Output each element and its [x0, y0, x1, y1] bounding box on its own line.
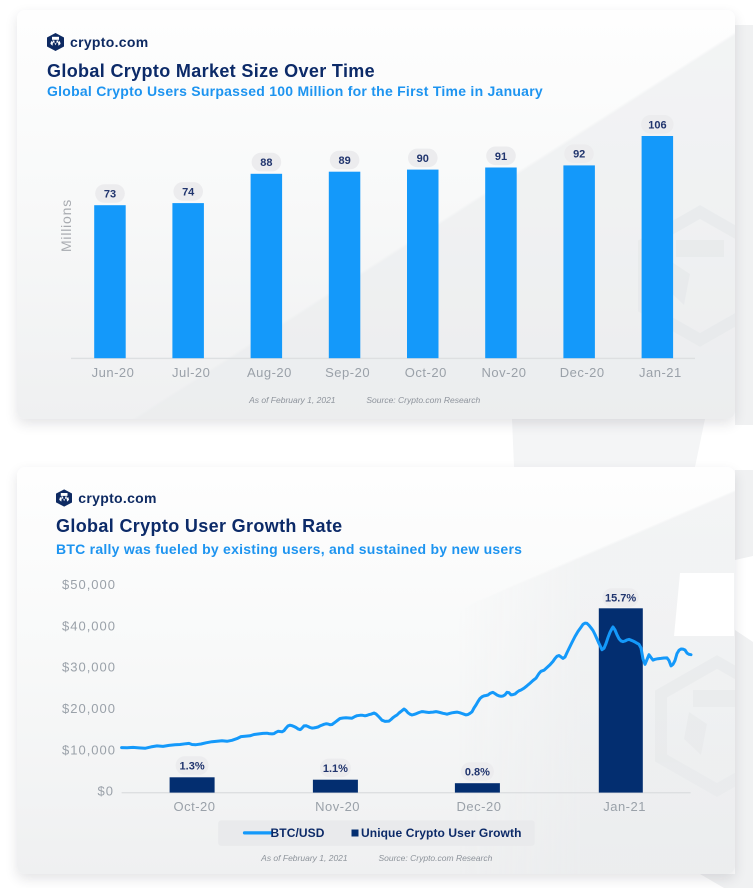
svg-text:$0: $0 [98, 784, 114, 799]
svg-text:0.8%: 0.8% [465, 767, 490, 779]
svg-text:Sep-20: Sep-20 [325, 365, 370, 380]
svg-text:$40,000: $40,000 [62, 618, 116, 633]
svg-text:Nov-20: Nov-20 [315, 799, 360, 814]
svg-text:Aug-20: Aug-20 [247, 365, 292, 380]
svg-text:89: 89 [338, 155, 350, 167]
svg-text:$30,000: $30,000 [62, 660, 116, 675]
svg-text:15.7%: 15.7% [605, 593, 636, 605]
svg-text:Dec-20: Dec-20 [457, 799, 502, 814]
svg-text:$50,000: $50,000 [62, 577, 116, 592]
svg-text:73: 73 [104, 189, 116, 201]
svg-text:Jun-20: Jun-20 [92, 365, 135, 380]
svg-text:Millions: Millions [58, 199, 74, 252]
svg-text:$20,000: $20,000 [62, 701, 116, 716]
svg-text:Jan-21: Jan-21 [603, 799, 646, 814]
svg-text:92: 92 [573, 149, 585, 161]
svg-text:BTC/USD: BTC/USD [271, 826, 325, 840]
svg-text:91: 91 [495, 151, 507, 163]
svg-text:1.1%: 1.1% [323, 763, 348, 775]
svg-text:Source: Crypto.com Research: Source: Crypto.com Research [366, 395, 480, 405]
svg-text:Jan-21: Jan-21 [639, 365, 682, 380]
svg-text:Dec-20: Dec-20 [560, 365, 605, 380]
svg-text:$10,000: $10,000 [62, 742, 116, 757]
svg-text:88: 88 [260, 157, 272, 169]
svg-text:Source: Crypto.com Research: Source: Crypto.com Research [378, 853, 492, 863]
svg-text:Unique Crypto User Growth: Unique Crypto User Growth [361, 826, 522, 840]
svg-text:As of February 1, 2021: As of February 1, 2021 [248, 395, 336, 405]
svg-text:Nov-20: Nov-20 [482, 365, 527, 380]
svg-text:1.3%: 1.3% [180, 761, 205, 773]
svg-text:As of February 1, 2021: As of February 1, 2021 [260, 853, 348, 863]
svg-text:Oct-20: Oct-20 [173, 799, 215, 814]
svg-text:74: 74 [182, 186, 195, 198]
svg-text:Jul-20: Jul-20 [172, 365, 210, 380]
svg-text:90: 90 [417, 153, 429, 165]
svg-text:Oct-20: Oct-20 [405, 365, 447, 380]
svg-text:106: 106 [648, 119, 666, 131]
